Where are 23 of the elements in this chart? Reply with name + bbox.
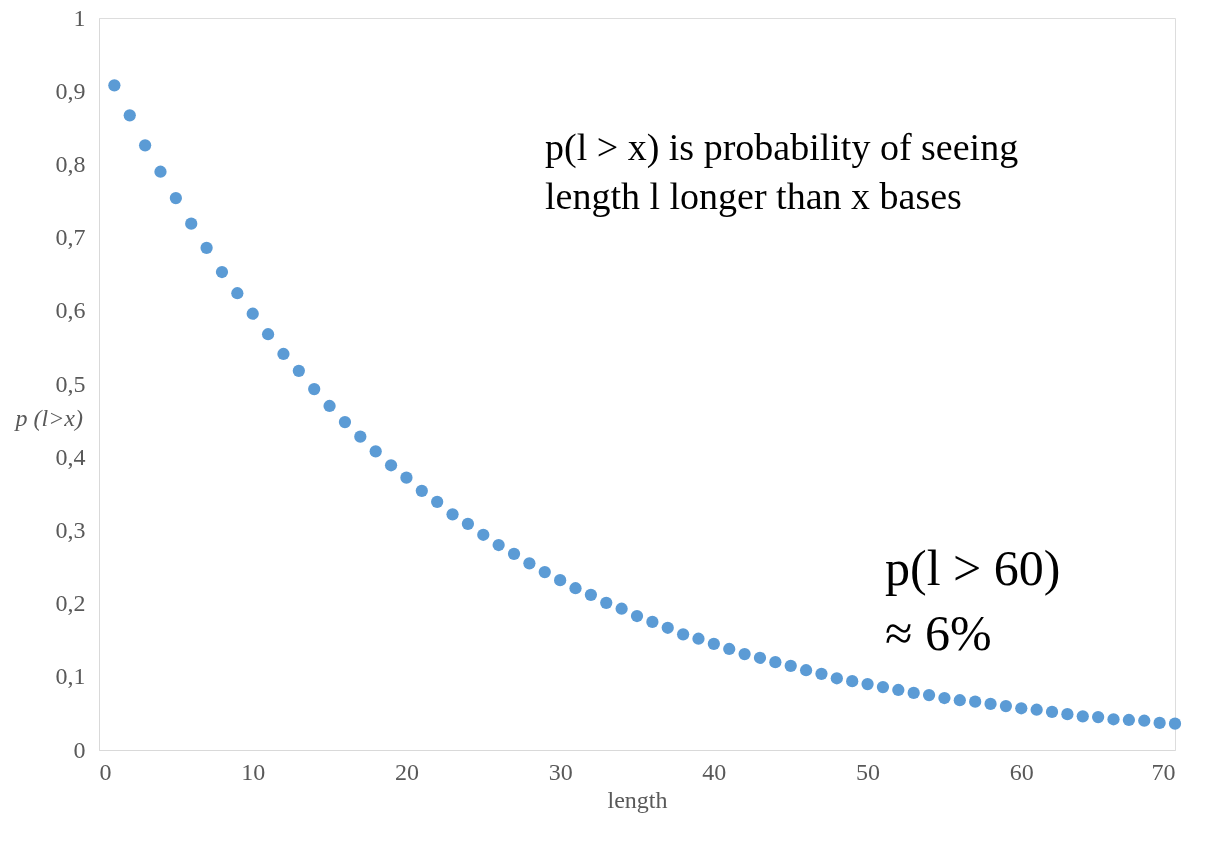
x-tick-label: 30 [548,758,573,785]
y-tick-label: 0 [73,736,86,763]
y-tick-label: 0,5 [55,370,86,397]
y-tick-label: 0,4 [55,443,86,470]
y-tick-label: 0,9 [55,77,86,104]
y-tick-label: 0,6 [55,297,86,324]
x-tick-label: 60 [1009,758,1034,785]
x-tick-label: 70 [1151,758,1176,785]
y-tick-label: 0,2 [55,590,86,617]
y-axis-title: p (l>x) [13,404,84,431]
x-tick-label: 40 [702,758,727,785]
x-tick-label: 0 [99,758,112,785]
y-tick-label: 0,7 [55,224,86,251]
y-tick-label: 0,1 [55,663,86,690]
y-tick-label: 1 [73,4,86,31]
x-tick-label: 10 [241,758,266,785]
annotation: p(l > x) is probability of seeing length l longer than x bases [545,126,1019,218]
annotation: p(l > 60) ≈ 6% [885,540,1061,661]
x-tick-label: 50 [856,758,881,785]
x-axis-title: length [607,786,668,813]
x-tick-label: 20 [394,758,419,785]
y-tick-label: 0,8 [55,150,86,177]
y-tick-label: 0,3 [55,516,86,543]
